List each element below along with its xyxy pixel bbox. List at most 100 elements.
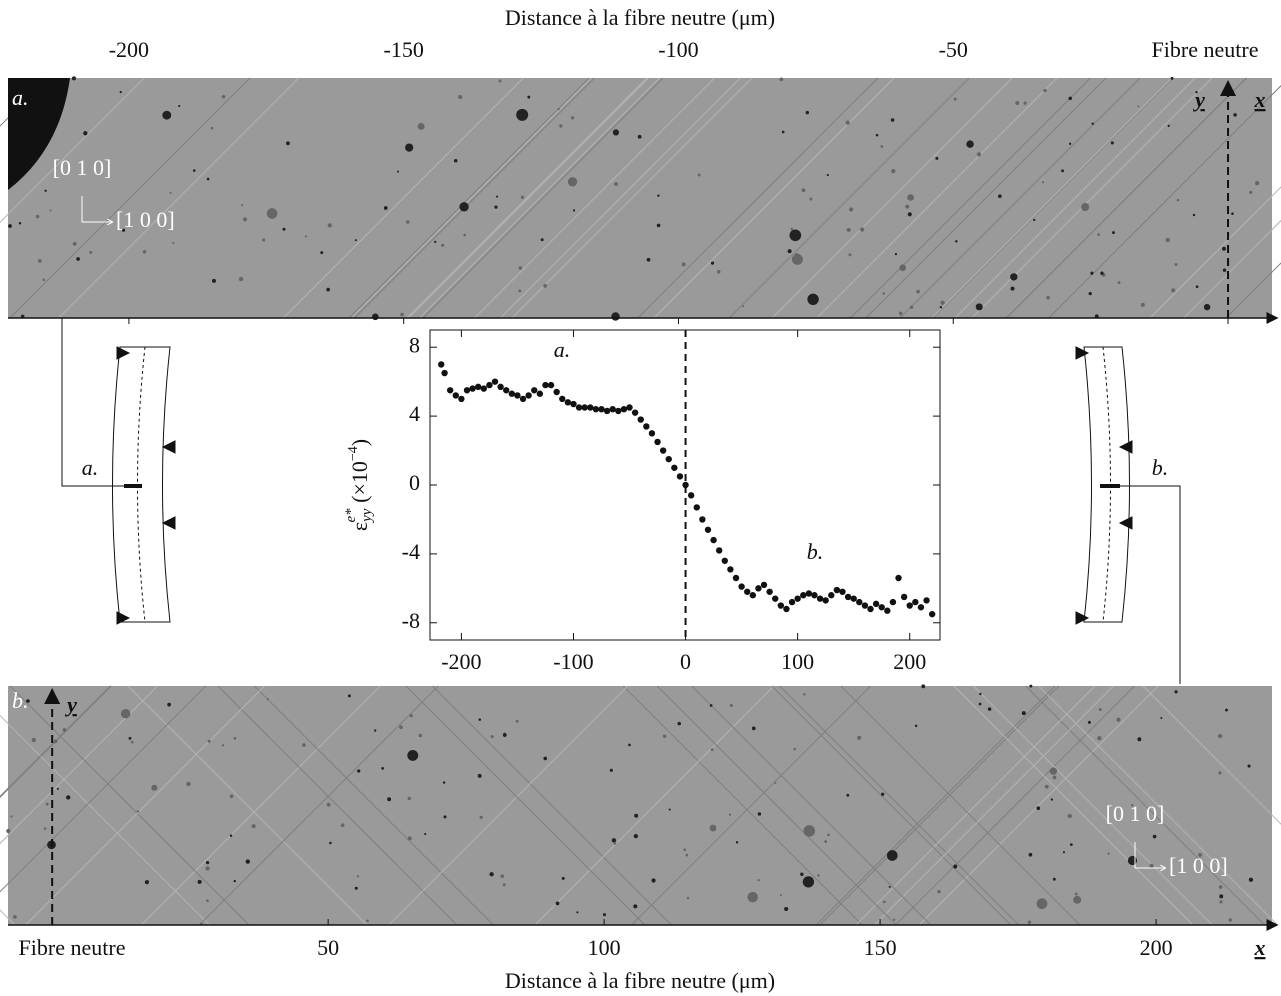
x-tick-label: Fibre neutre xyxy=(1152,37,1259,62)
data-point xyxy=(710,536,717,544)
particle xyxy=(807,293,819,306)
micrograph xyxy=(0,76,1281,321)
particle xyxy=(790,227,793,231)
particle xyxy=(602,913,607,917)
slip-line xyxy=(819,685,1060,926)
data-point xyxy=(900,593,908,601)
data-point xyxy=(816,595,824,602)
annotation: a. xyxy=(554,337,571,362)
slip-line xyxy=(406,77,648,319)
particle xyxy=(1233,113,1237,117)
particle xyxy=(62,728,67,732)
y-axis-label-part: −4 xyxy=(346,446,361,461)
particle xyxy=(1140,302,1145,307)
y-axis-label-part: (×10 xyxy=(347,461,372,508)
particle xyxy=(662,734,667,739)
particle xyxy=(890,118,895,122)
particle xyxy=(366,919,369,923)
particle xyxy=(407,796,411,801)
data-point xyxy=(727,566,734,573)
particle xyxy=(1219,894,1224,899)
slip-line xyxy=(500,77,741,319)
particle xyxy=(1074,892,1078,896)
crystal-direction: [1 0 0] xyxy=(116,207,175,232)
axis-name-y: y xyxy=(1192,87,1205,112)
particle xyxy=(347,694,351,698)
slip-line xyxy=(58,77,300,319)
particle xyxy=(614,182,618,186)
particle xyxy=(6,828,11,834)
slip-line xyxy=(254,685,494,926)
particle xyxy=(609,768,613,772)
beam-diagram-right xyxy=(1075,346,1181,684)
particle xyxy=(502,733,507,737)
y-axis-label-part: ) xyxy=(347,439,372,446)
slip-line xyxy=(816,77,1058,319)
diagram-label: a. xyxy=(82,455,99,480)
particle xyxy=(453,158,458,163)
x-tick-label: 100 xyxy=(781,649,814,674)
slip-line xyxy=(779,685,1019,926)
particle xyxy=(570,116,575,120)
particle xyxy=(1117,281,1121,285)
particle xyxy=(1107,852,1110,855)
particle xyxy=(845,120,850,125)
data-point xyxy=(631,409,639,416)
diagram-label: b. xyxy=(1152,455,1169,480)
particle xyxy=(489,872,494,877)
particle xyxy=(242,217,248,222)
particle xyxy=(356,875,360,878)
data-point xyxy=(844,593,852,601)
particle xyxy=(1130,803,1134,807)
slip-line xyxy=(850,77,1091,319)
slip-line xyxy=(728,77,970,319)
slip-line xyxy=(419,77,661,319)
annotation: b. xyxy=(807,539,824,564)
x-tick-label: -150 xyxy=(384,37,424,62)
particle xyxy=(186,781,191,787)
particle xyxy=(1217,733,1223,739)
axis-name-y: y xyxy=(64,692,77,717)
particle xyxy=(543,284,547,288)
particle xyxy=(1036,898,1048,910)
slip-line xyxy=(282,77,524,319)
data-point xyxy=(441,369,448,377)
particle xyxy=(1033,218,1036,222)
particle xyxy=(628,743,631,747)
particle xyxy=(1116,717,1121,722)
slip-line xyxy=(0,685,111,798)
particle xyxy=(162,110,172,120)
particle xyxy=(880,145,884,148)
particle xyxy=(1222,268,1227,272)
data-point xyxy=(598,406,605,413)
slip-line xyxy=(972,685,1213,926)
particle xyxy=(1097,736,1102,741)
data-point xyxy=(811,592,818,599)
particle xyxy=(826,174,829,177)
data-point xyxy=(514,392,521,399)
particle xyxy=(1112,231,1115,235)
data-point xyxy=(867,605,874,613)
data-point xyxy=(458,395,465,403)
data-point xyxy=(609,406,616,413)
y-axis-label: εyye* (×10−4) xyxy=(343,439,375,531)
slip-line xyxy=(127,685,368,926)
particle xyxy=(72,241,77,246)
slip-line xyxy=(1225,262,1281,319)
particle xyxy=(953,864,958,869)
particle xyxy=(1061,169,1065,173)
particle xyxy=(441,243,445,247)
particle xyxy=(751,726,756,731)
particle xyxy=(1094,314,1099,319)
particle xyxy=(8,224,12,228)
slip-line xyxy=(1048,85,1281,319)
particle xyxy=(805,110,810,115)
slip-line xyxy=(895,685,1135,926)
particle xyxy=(49,209,52,212)
crystal-arrows xyxy=(81,196,112,222)
particle xyxy=(886,850,898,861)
particle xyxy=(779,77,784,82)
particle xyxy=(527,95,531,99)
particle xyxy=(128,736,132,740)
particle xyxy=(978,702,982,706)
